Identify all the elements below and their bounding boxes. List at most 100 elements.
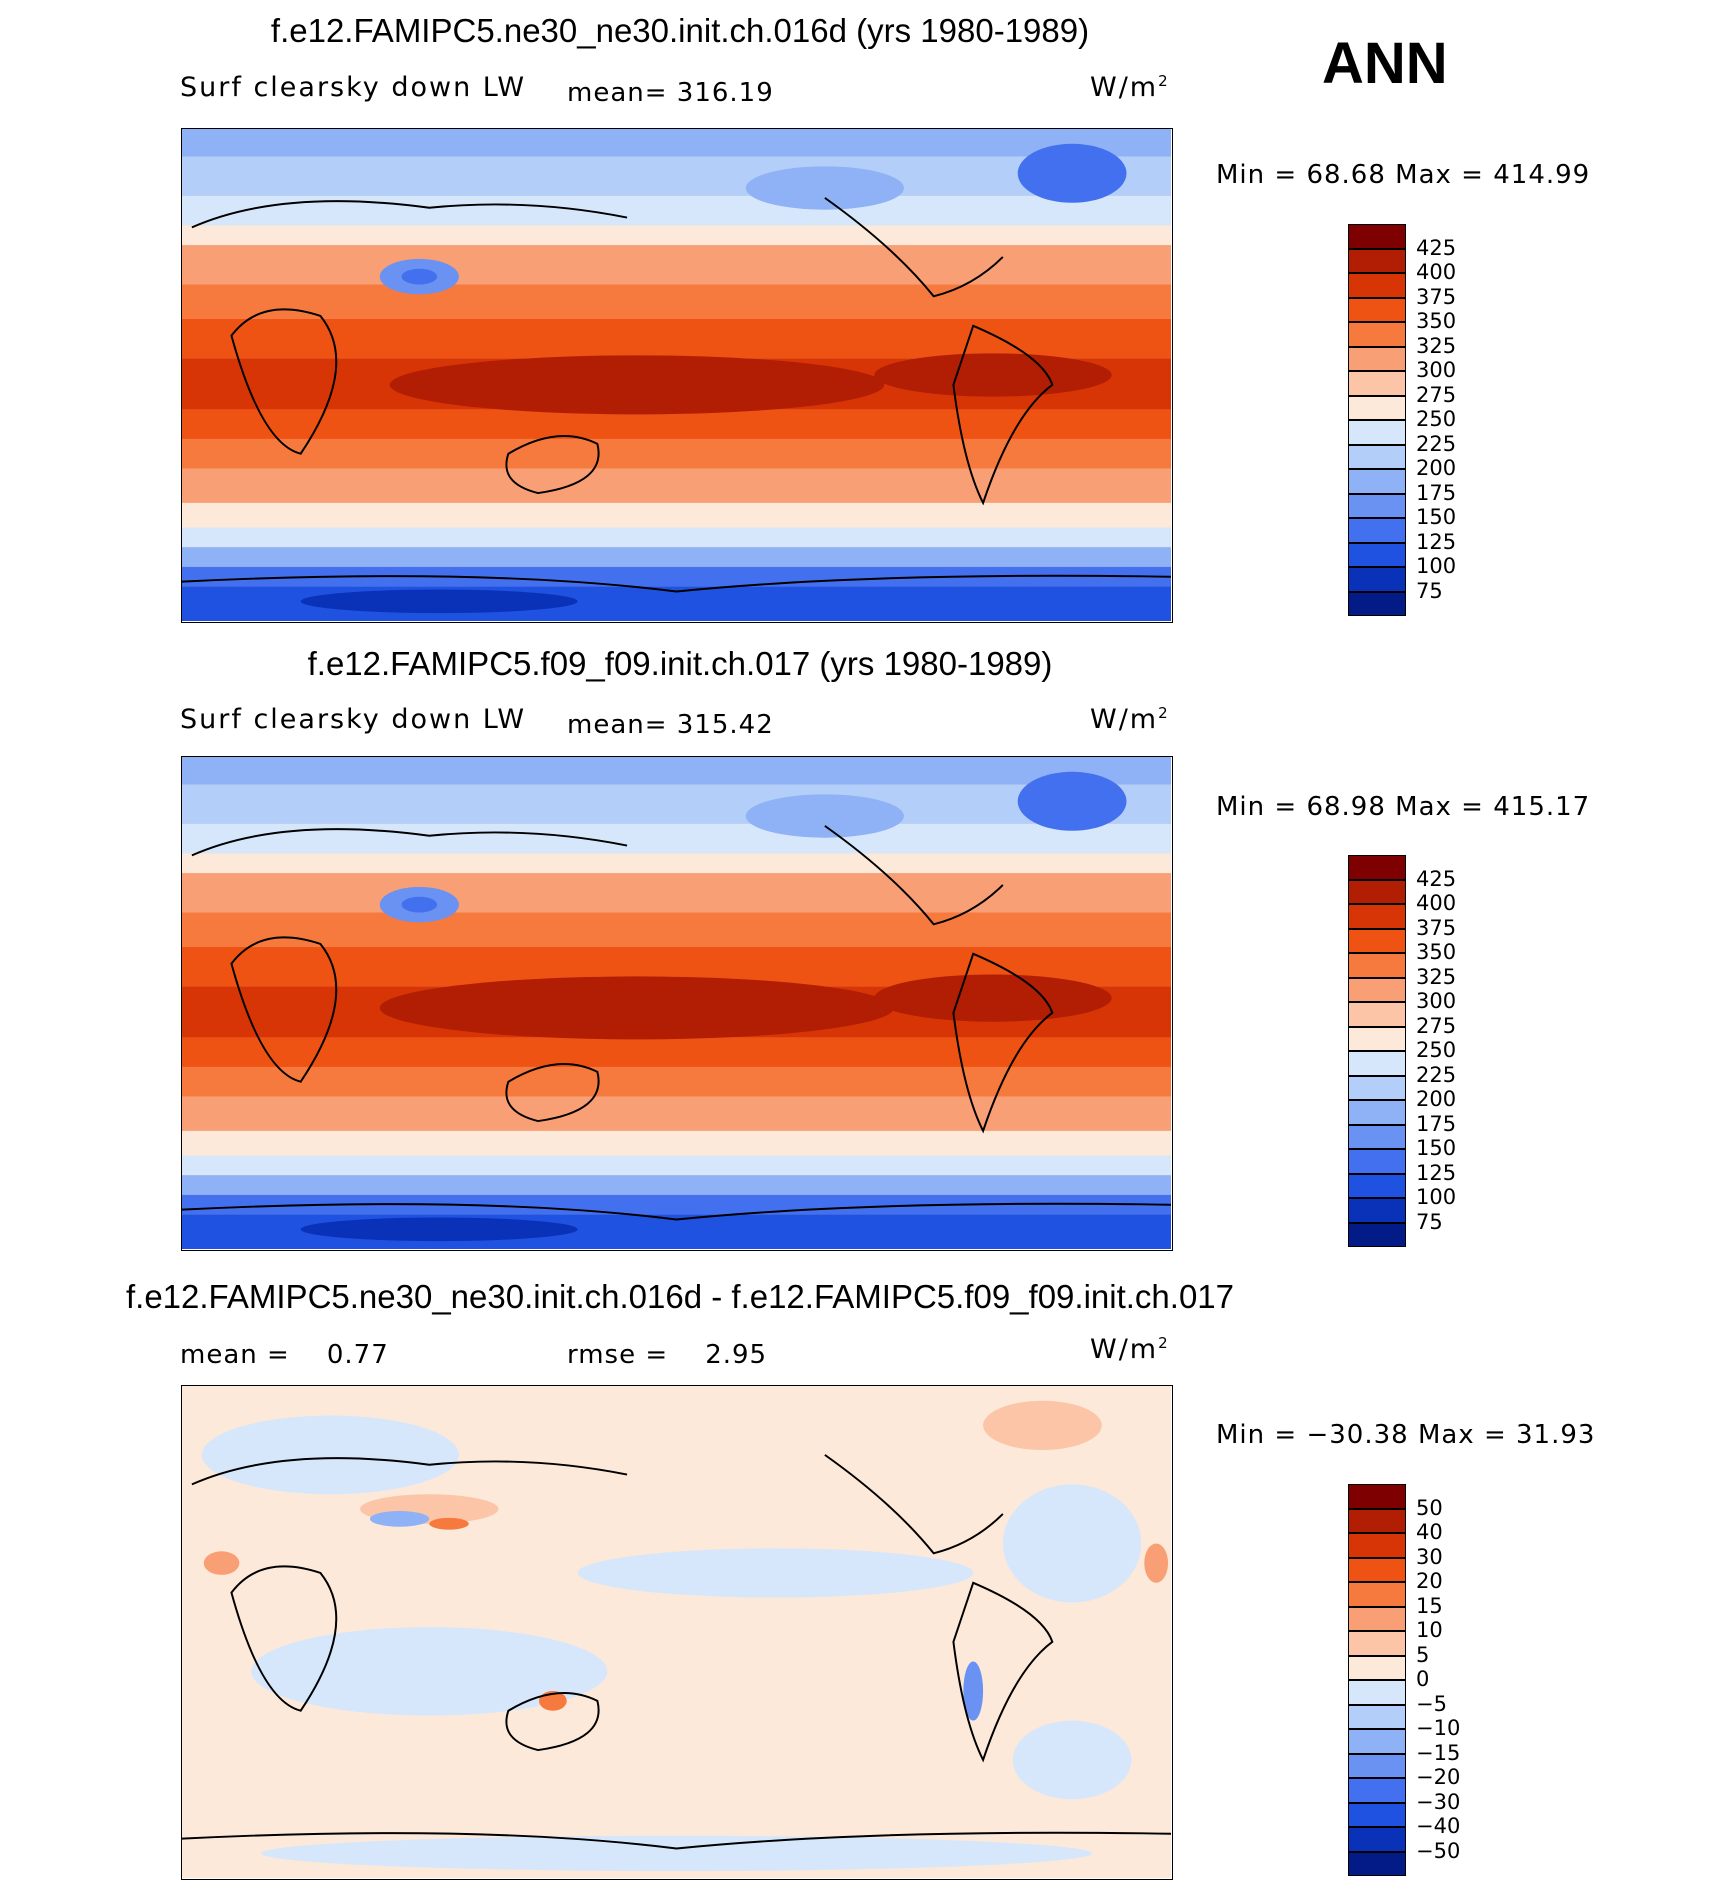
max-label: Max = [1417,1420,1507,1450]
colorbar-tick-label: −30 [1416,1789,1461,1814]
colorbar-tick-label: 250 [1416,1038,1457,1062]
colorbar-tick-label: 400 [1416,891,1457,915]
min-max-label: Min = 68.68 Max = 414.99 [1216,160,1590,190]
colorbar-swatch [1348,371,1406,396]
colorbar-tick-label: 150 [1416,1136,1457,1160]
colorbar-tick-label: 275 [1416,382,1457,407]
map-plot [181,756,1173,1251]
colorbar-swatch [1348,420,1406,445]
colorbar-tick-label: 250 [1416,407,1457,431]
colorbar-tick-label: 200 [1416,456,1457,480]
colorbar-swatch [1348,297,1406,322]
colorbar-tick-label: 75 [1416,578,1443,603]
colorbar-swatch [1348,1173,1406,1198]
colorbar-tick-label: −15 [1416,1740,1461,1765]
max-value: 31.93 [1516,1420,1596,1450]
map-field [182,1386,1171,1878]
map-plot [181,128,1173,623]
colorbar-swatch [1348,1802,1406,1827]
min-label: Min = [1216,1420,1298,1450]
colorbar-swatch [1348,1827,1406,1852]
colorbar-tick-label: 175 [1416,1111,1457,1136]
colorbar-swatch [1348,1655,1406,1680]
map-field [182,757,1171,1249]
colorbar-tick-label: −5 [1416,1691,1447,1716]
colorbar-swatch [1348,1582,1406,1607]
colorbar-tick-label: 20 [1416,1569,1443,1593]
colorbar-tick-label: −50 [1416,1838,1461,1863]
colorbar-tick-label: 225 [1416,431,1457,456]
colorbar-swatch [1348,1222,1406,1247]
colorbar-swatch [1348,1051,1406,1076]
colorbar-tick-label: −40 [1416,1814,1461,1838]
colorbar-tick-label: 100 [1416,554,1457,578]
colorbar-tick-label: 50 [1416,1495,1443,1520]
colorbar-swatch [1348,879,1406,904]
colorbar-tick-label: 350 [1416,940,1457,964]
colorbar-swatch [1348,518,1406,543]
colorbar-swatch [1348,1198,1406,1223]
min-value: −30.38 [1306,1420,1409,1450]
colorbar-tick-label: 325 [1416,964,1457,989]
colorbar-swatch [1348,1124,1406,1149]
colorbar-swatch [1348,224,1406,249]
units-base: W/m [1090,1334,1159,1365]
colorbar-tick-label: 200 [1416,1087,1457,1111]
colorbar-tick-label: 225 [1416,1062,1457,1087]
colorbar-swatch [1348,1508,1406,1533]
colorbar-tick-label: −10 [1416,1716,1461,1740]
colorbar-swatch [1348,904,1406,929]
colorbar-tick-label: 350 [1416,309,1457,333]
rmse-label: rmse = 2.95 [567,1340,768,1370]
colorbar-swatch [1348,1753,1406,1778]
colorbar-swatch [1348,1631,1406,1656]
panel-title: f.e12.FAMIPC5.ne30_ne30.init.ch.016d - f… [125,1278,1235,1315]
panel-title: f.e12.FAMIPC5.f09_f09.init.ch.017 (yrs 1… [307,645,1053,682]
colorbar-swatch [1348,1100,1406,1125]
colorbar-swatch [1348,1557,1406,1582]
colorbar-tick-label: 275 [1416,1013,1457,1038]
colorbar-swatch [1348,1026,1406,1051]
colorbar-swatch [1348,855,1406,880]
colorbar-tick-label: 425 [1416,866,1457,891]
min-value: 68.98 [1306,792,1386,822]
colorbar-swatch [1348,493,1406,518]
units-base: W/m [1090,72,1159,103]
units-label: W/m2 [1090,704,1170,735]
colorbar-swatch [1348,1729,1406,1754]
colorbar-swatch [1348,542,1406,567]
colorbar-swatch [1348,444,1406,469]
colorbar-swatch [1348,273,1406,298]
colorbar-tick-label: 150 [1416,505,1457,529]
colorbar-swatch [1348,1704,1406,1729]
colorbar-tick-label: 0 [1416,1667,1430,1691]
colorbar-tick-label: 175 [1416,480,1457,505]
colorbar-swatch [1348,1533,1406,1558]
colorbar-tick-label: 30 [1416,1544,1443,1569]
colorbar-swatch [1348,1484,1406,1509]
panel-title: f.e12.FAMIPC5.ne30_ne30.init.ch.016d (yr… [270,12,1090,49]
colorbar-tick-label: 425 [1416,235,1457,260]
max-value: 415.17 [1493,792,1591,822]
units-exponent: 2 [1158,1334,1170,1352]
colorbar-tick-label: 75 [1416,1209,1443,1234]
min-value: 68.68 [1306,160,1386,190]
min-label: Min = [1216,160,1298,190]
colorbar-swatch [1348,1680,1406,1705]
colorbar-tick-label: 400 [1416,260,1457,284]
colorbar-tick-label: 300 [1416,358,1457,382]
colorbar-swatch [1348,591,1406,616]
colorbar-swatch [1348,469,1406,494]
colorbar-swatch [1348,953,1406,978]
colorbar-swatch [1348,322,1406,347]
colorbar-swatch [1348,346,1406,371]
mean-label: mean= 315.42 [567,710,774,740]
colorbar-swatch [1348,977,1406,1002]
units-exponent: 2 [1158,704,1170,722]
max-label: Max = [1395,160,1484,190]
variable-label: Surf clearsky down LW [180,704,527,735]
units-label: W/m2 [1090,72,1170,103]
colorbar-swatch [1348,1851,1406,1876]
colorbar-swatch [1348,567,1406,592]
min-max-label: Min = −30.38 Max = 31.93 [1216,1420,1595,1450]
